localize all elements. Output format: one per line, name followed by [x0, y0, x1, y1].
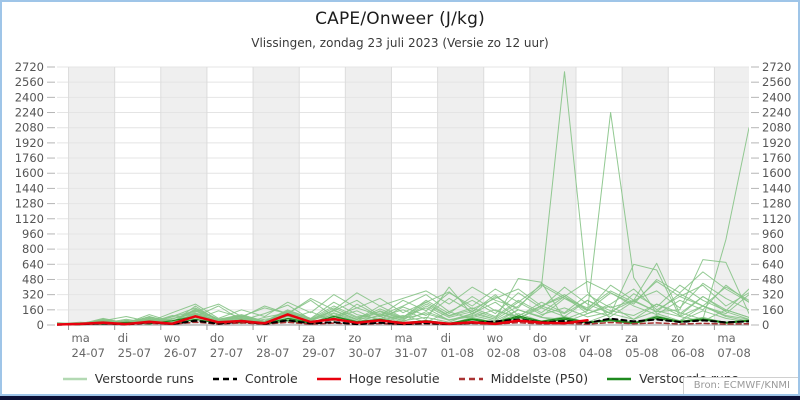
day-band-07-08 [714, 67, 749, 325]
x-axis-date-label: 30-07 [348, 346, 381, 360]
y-axis-label-left: 800 [22, 242, 44, 256]
y-axis-label-left: 1760 [15, 151, 44, 165]
y-axis-label-right: 1600 [762, 166, 791, 180]
x-axis-day-label: di [118, 331, 128, 345]
series-ensemble-15-spike-0508 [57, 262, 749, 325]
y-axis-label-right: 1120 [762, 212, 791, 226]
y-axis-label-right: 1440 [762, 181, 791, 195]
x-axis-date-label: 24-07 [72, 346, 105, 360]
chart-subtitle: Vlissingen, zondag 23 juli 2023 (Versie … [251, 36, 549, 50]
y-axis-label-right: 320 [762, 288, 784, 302]
day-band-03-08 [529, 67, 576, 325]
x-axis-date-label: 27-07 [210, 346, 243, 360]
source-attribution: Bron: ECMWF/KNMI [682, 377, 798, 394]
day-band-30-07 [345, 67, 392, 325]
y-axis-label-left: 1920 [15, 136, 44, 150]
bottom-accent-bar [0, 396, 800, 400]
x-axis-date-label: 07-08 [717, 346, 750, 360]
x-axis-day-label: vr [256, 331, 268, 345]
series-hoge-resolutie [57, 313, 589, 326]
x-axis-date-label: 01-08 [441, 346, 474, 360]
y-axis-label-right: 800 [762, 242, 784, 256]
legend-label: Hoge resolutie [348, 371, 440, 386]
y-axis-label-right: 2240 [762, 106, 791, 120]
y-axis-label-right: 2080 [762, 121, 791, 135]
y-axis-label-left: 1280 [15, 197, 44, 211]
x-axis-date-label: 04-08 [579, 346, 612, 360]
legend-swatch-line [316, 377, 341, 380]
x-axis-day-label: za [625, 331, 638, 345]
legend-label: Controle [244, 371, 298, 386]
x-axis-day-label: ma [717, 331, 735, 345]
y-axis-label-right: 2560 [762, 75, 791, 89]
x-axis-date-label: 31-07 [394, 346, 427, 360]
y-axis-label-right: 960 [762, 227, 784, 241]
series-ensemble-09 [57, 280, 749, 325]
y-axis-label-left: 1440 [15, 181, 44, 195]
legend-swatch-line [458, 377, 483, 380]
chart-legend: Verstoorde runs Controle Hoge resolutie Mid… [2, 371, 798, 386]
y-axis-label-left: 2080 [15, 121, 44, 135]
chart-title: CAPE/Onweer (J/kg) [315, 9, 485, 29]
x-axis-date-label: 28-07 [256, 346, 289, 360]
y-axis-label-right: 1280 [762, 197, 791, 211]
x-axis-day-label: zo [671, 331, 684, 345]
y-axis-label-left: 0 [37, 318, 44, 332]
x-axis-date-label: 03-08 [533, 346, 566, 360]
y-axis-label-left: 1600 [15, 166, 44, 180]
y-axis-label-left: 2240 [15, 106, 44, 120]
x-axis-day-label: di [441, 331, 452, 345]
day-band-24-07 [68, 67, 115, 325]
y-axis-label-right: 2400 [762, 90, 791, 104]
legend-label: Middelste (P50) [490, 371, 589, 386]
y-axis-label-left: 1120 [15, 212, 44, 226]
y-axis-label-right: 0 [762, 318, 769, 332]
x-axis-day-label: wo [487, 331, 503, 345]
x-axis-day-label: do [533, 331, 547, 345]
x-axis-day-label: zo [348, 331, 361, 345]
x-axis-date-label: 25-07 [118, 346, 151, 360]
y-axis-label-left: 160 [22, 303, 44, 317]
x-axis-date-label: 29-07 [302, 346, 335, 360]
x-axis-date-label: 06-08 [671, 346, 704, 360]
x-axis-day-label: vr [579, 331, 591, 345]
x-axis-date-label: 02-08 [487, 346, 520, 360]
legend-swatch-line [212, 377, 237, 380]
y-axis-label-left: 320 [22, 288, 44, 302]
x-axis-day-label: za [302, 331, 315, 345]
x-axis-date-label: 26-07 [164, 346, 197, 360]
day-band-26-07 [160, 67, 207, 325]
y-axis-label-right: 1760 [762, 151, 791, 165]
y-axis-label-left: 2720 [15, 60, 44, 74]
legend-label: Verstoorde runs [94, 371, 194, 386]
y-axis-label-left: 2400 [15, 90, 44, 104]
y-axis-label-left: 640 [22, 257, 44, 271]
x-axis-day-label: wo [164, 331, 180, 345]
series-ensemble-16-flat-0208 [57, 263, 749, 326]
day-band-05-08 [622, 67, 669, 325]
x-axis-date-label: 05-08 [625, 346, 658, 360]
legend-swatch-line [62, 377, 87, 380]
day-band-01-08 [437, 67, 484, 325]
x-axis-day-label: ma [72, 331, 90, 345]
legend-swatch-line [607, 377, 632, 380]
y-axis-label-left: 2560 [15, 75, 44, 89]
day-band-28-07 [253, 67, 300, 325]
y-axis-label-right: 480 [762, 272, 784, 286]
y-axis-label-left: 960 [22, 227, 44, 241]
y-axis-label-right: 640 [762, 257, 784, 271]
y-axis-label-left: 480 [22, 272, 44, 286]
legend-item-middelste-p50-: Middelste (P50) [458, 371, 589, 386]
legend-item-controle: Controle [212, 371, 298, 386]
y-axis-label-right: 1920 [762, 136, 791, 150]
y-axis-label-right: 2720 [762, 60, 791, 74]
legend-item-verstoorde-runs: Verstoorde runs [62, 371, 194, 386]
y-axis-label-right: 160 [762, 303, 784, 317]
x-axis-day-label: ma [394, 331, 412, 345]
x-axis-day-label: do [210, 331, 224, 345]
legend-item-hoge-resolutie: Hoge resolutie [316, 371, 440, 386]
